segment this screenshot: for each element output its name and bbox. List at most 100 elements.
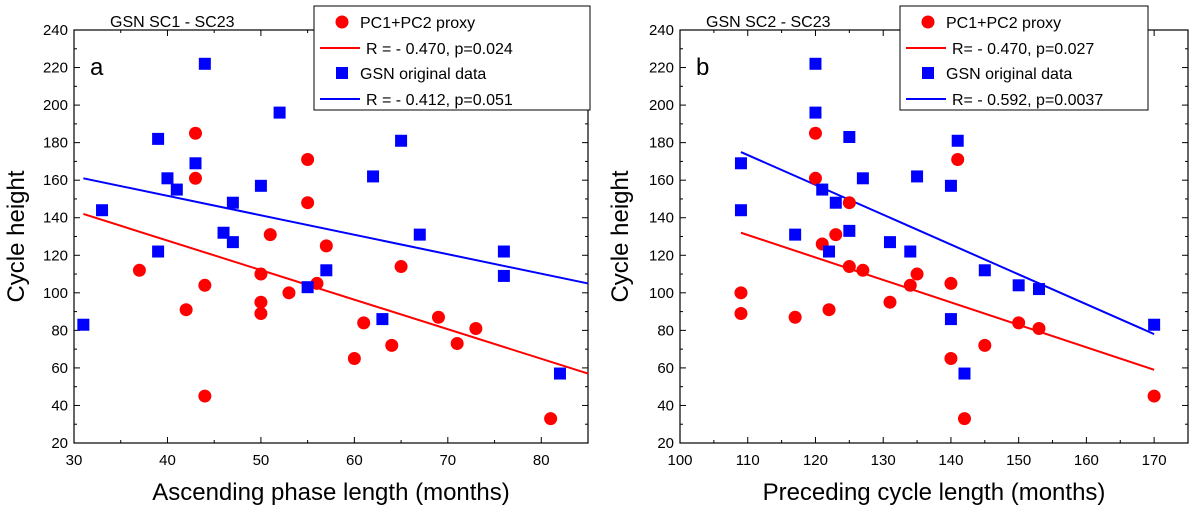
data-point-proxy (1012, 316, 1026, 330)
data-point-proxy (385, 338, 399, 352)
data-point-gsn (226, 196, 239, 209)
data-point-proxy (431, 310, 445, 324)
data-point-gsn (152, 132, 165, 145)
y-axis-label: Cycle height (607, 170, 634, 302)
data-point-gsn (951, 134, 964, 147)
data-point-proxy (198, 389, 212, 403)
data-point-gsn (96, 204, 109, 217)
legend-label-proxy: PC1+PC2 proxy (946, 15, 1061, 32)
x-tick-label: 110 (736, 452, 760, 469)
data-point-gsn (944, 313, 957, 326)
data-point-proxy (808, 126, 822, 140)
legend-marker-proxy (921, 15, 935, 29)
legend-label-proxy-fit: R= - 0.470, p=0.027 (952, 41, 1094, 58)
data-point-proxy (263, 228, 277, 242)
legend-label-proxy: PC1+PC2 proxy (360, 15, 475, 32)
data-point-proxy (788, 310, 802, 324)
x-tick-label: 40 (159, 452, 176, 469)
x-tick-label: 170 (1142, 452, 1167, 469)
legend-label-gsn-fit: R = - 0.412, p=0.051 (366, 92, 513, 109)
data-point-proxy (1032, 321, 1046, 335)
x-tick-label: 150 (1006, 452, 1031, 469)
x-tick-label: 160 (1074, 452, 1099, 469)
legend-label-gsn-fit: R= - 0.592, p=0.0037 (952, 92, 1103, 109)
data-point-gsn (1012, 279, 1025, 292)
data-point-proxy (1147, 389, 1161, 403)
data-point-gsn (978, 264, 991, 277)
data-point-proxy (301, 196, 315, 210)
data-point-gsn (254, 179, 267, 192)
x-tick-label: 80 (533, 452, 550, 469)
chart-title: GSN SC1 - SC23 (110, 14, 235, 31)
fit-line-proxy (740, 231, 1155, 371)
legend-box (313, 5, 591, 111)
y-tick-label: 80 (51, 322, 68, 339)
y-axis-label: Cycle height (3, 170, 30, 302)
x-axis-label: Ascending phase length (months) (152, 479, 510, 506)
data-point-proxy (944, 276, 958, 290)
x-tick-label: 70 (439, 452, 456, 469)
data-point-gsn (189, 157, 202, 170)
data-point-proxy (829, 228, 843, 242)
panel-letter: a (90, 54, 104, 81)
data-point-proxy (254, 267, 268, 281)
y-tick-label: 200 (43, 97, 68, 114)
data-point-proxy (188, 126, 202, 140)
data-point-gsn (829, 196, 842, 209)
data-point-proxy (544, 412, 558, 426)
data-point-proxy (188, 171, 202, 185)
x-tick-label: 60 (346, 452, 363, 469)
data-point-gsn (883, 236, 896, 249)
data-point-proxy (469, 321, 483, 335)
data-point-proxy (808, 171, 822, 185)
data-point-proxy (944, 352, 958, 366)
panel-letter: b (696, 54, 709, 81)
data-point-proxy (903, 278, 917, 292)
y-tick-label: 100 (649, 285, 674, 302)
y-tick-label: 220 (649, 60, 674, 77)
legend-label-proxy-fit: R = - 0.470, p=0.024 (366, 41, 513, 58)
x-tick-label: 30 (66, 452, 83, 469)
data-point-proxy (282, 286, 296, 300)
data-point-gsn (497, 245, 510, 258)
y-tick-label: 180 (43, 135, 68, 152)
y-tick-label: 140 (43, 210, 68, 227)
chart-panel-a: 30 40 50 60 70 80 20 40 60 80 100 120 140 160 180 200 22… (3, 5, 591, 506)
data-point-gsn (376, 313, 389, 326)
data-point-proxy (319, 239, 333, 253)
y-tick-label: 80 (657, 322, 674, 339)
data-point-proxy (842, 260, 856, 274)
data-point-proxy (132, 263, 146, 277)
data-point-gsn (823, 245, 836, 258)
data-point-proxy (394, 260, 408, 274)
fit-line-proxy (83, 213, 589, 375)
legend: PC1+PC2 proxy R = - 0.470, p=0.024 GSN ori… (313, 5, 591, 111)
data-point-gsn (809, 106, 822, 119)
data-point-proxy (254, 306, 268, 320)
data-point-gsn (843, 131, 856, 144)
y-tick-label: 120 (43, 247, 68, 264)
data-point-gsn (911, 170, 924, 183)
legend-marker-proxy (335, 15, 349, 29)
chart-panel-b: 100 110 120 130 140 150 160 170 20 40 60 80 100 120 14… (607, 5, 1189, 506)
x-tick-label: 120 (803, 452, 828, 469)
y-tick-label: 40 (657, 397, 674, 414)
data-point-gsn (152, 245, 165, 258)
y-tick-label: 240 (43, 22, 68, 39)
data-point-proxy (347, 352, 361, 366)
data-point-gsn (497, 269, 510, 282)
data-point-gsn (904, 245, 917, 258)
x-tick-label: 50 (253, 452, 270, 469)
data-point-proxy (254, 295, 268, 309)
data-point-gsn (789, 228, 802, 241)
legend-marker-gsn (336, 67, 348, 79)
data-point-gsn (273, 106, 286, 119)
chart-title: GSN SC2 - SC23 (706, 14, 831, 31)
y-tick-label: 60 (51, 360, 68, 377)
data-point-proxy (198, 278, 212, 292)
data-point-gsn (320, 264, 333, 277)
y-tick-label: 160 (649, 172, 674, 189)
y-tick-label: 200 (649, 97, 674, 114)
y-tick-label: 220 (43, 60, 68, 77)
